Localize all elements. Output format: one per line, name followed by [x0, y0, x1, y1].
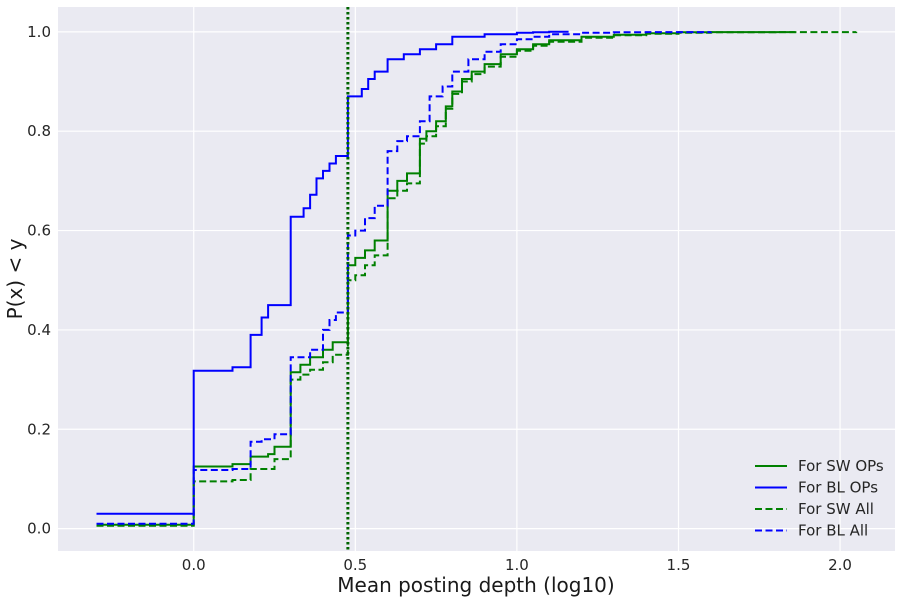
- series-layer: [96, 30, 858, 527]
- x-axis-label: Mean posting depth (log10): [337, 573, 614, 597]
- y-axis-label: P(x) < y: [3, 238, 27, 319]
- x-tick-label: 1.0: [505, 556, 529, 574]
- grid-lines: [58, 7, 895, 551]
- series-line-for-sw-all: [96, 31, 858, 527]
- y-tick-label: 0.8: [27, 122, 51, 140]
- y-tick-label: 1.0: [27, 23, 51, 41]
- y-tick-labels: 0.0 0.2 0.4 0.6 0.8 1.0: [27, 23, 51, 538]
- x-tick-label: 1.5: [667, 556, 691, 574]
- x-tick-label: 0.0: [182, 556, 206, 574]
- x-tick-labels: 0.0 0.5 1.0 1.5 2.0: [182, 556, 852, 574]
- y-tick-label: 0.4: [27, 321, 51, 339]
- legend: For SW OPs For BL OPs For SW All For BL All: [755, 457, 884, 540]
- y-tick-label: 0.0: [27, 520, 51, 538]
- series-line-for-bl-all: [96, 31, 712, 525]
- series-line-for-bl-ops: [96, 30, 569, 515]
- legend-label: For SW OPs: [798, 457, 884, 475]
- legend-label: For BL All: [798, 522, 868, 540]
- plot-background: [58, 7, 895, 551]
- x-tick-label: 0.5: [343, 556, 367, 574]
- legend-label: For BL OPs: [798, 479, 878, 497]
- x-tick-label: 2.0: [828, 556, 852, 574]
- y-tick-label: 0.2: [27, 420, 51, 438]
- legend-label: For SW All: [798, 500, 874, 518]
- y-tick-label: 0.6: [27, 222, 51, 240]
